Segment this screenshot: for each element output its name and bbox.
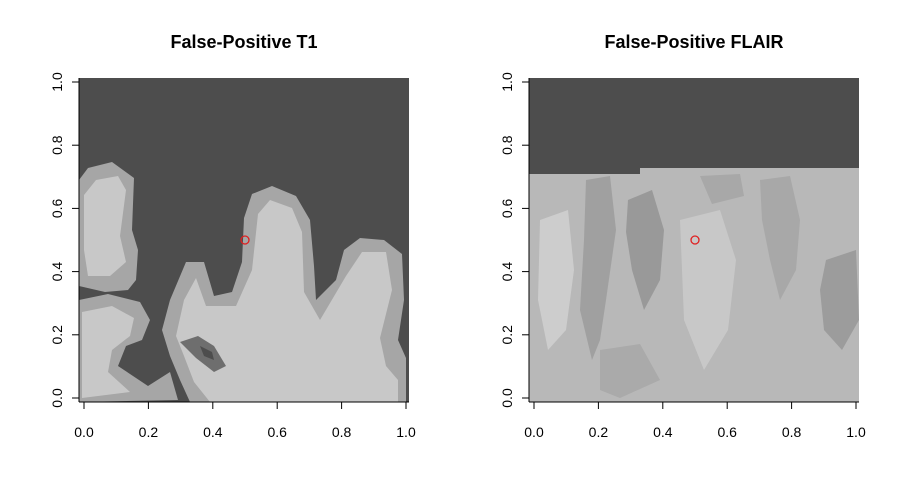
x-tick-label: 0.0: [524, 424, 544, 440]
x-tick-label: 0.0: [74, 424, 94, 440]
x-tick-label: 0.2: [589, 424, 609, 440]
flair-texture-1: [580, 176, 616, 360]
flair-texture-2: [626, 190, 664, 310]
panel-title-t1: False-Positive T1: [170, 32, 317, 52]
y-tick-label: 1.0: [499, 72, 515, 92]
flair-texture-7: [700, 174, 744, 204]
y-tick-label: 0.8: [499, 135, 515, 155]
flair-texture-5: [538, 210, 574, 350]
y-tick-label: 0.4: [49, 262, 65, 282]
t1-tissue-lower-left-inner: [82, 306, 134, 398]
panel-flair: False-Positive FLAIR 0.00.20.40.60.81.0 …: [499, 32, 866, 440]
flair-y-ticks: 0.0 0.2 0.4 0.6 0.8 1.0: [499, 72, 529, 408]
flair-texture-6: [680, 210, 736, 370]
y-tick-label: 1.0: [49, 72, 65, 92]
t1-sulcus-dark: [200, 346, 214, 360]
t1-tissue-central-inner: [176, 200, 398, 402]
flair-texture-3: [760, 176, 800, 300]
x-tick-label: 0.8: [332, 424, 352, 440]
y-tick-label: 0.0: [49, 388, 65, 408]
x-tick-label: 0.6: [717, 424, 737, 440]
t1-tissue-left-gyrus-inner: [84, 176, 126, 276]
flair-marker: [690, 235, 700, 245]
x-tick-label: 0.2: [139, 424, 159, 440]
x-tick-label: 0.6: [267, 424, 287, 440]
t1-marker: [240, 235, 250, 245]
t1-x-ticks: 0.0 0.2 0.4 0.6 0.8 1.0: [74, 402, 416, 440]
t1-y-ticks: 0.0 0.2 0.4 0.6 0.8 1.0: [49, 72, 79, 408]
y-tick-label: 0.0: [499, 388, 515, 408]
x-tick-label: 1.0: [846, 424, 866, 440]
flair-texture-8: [600, 344, 660, 398]
y-tick-label: 0.8: [49, 135, 65, 155]
panel-t1: False-Positive T1 0.0 0.2 0.4 0.6 0.8 1.0 0.0…: [49, 32, 416, 440]
x-tick-label: 0.4: [203, 424, 223, 440]
x-tick-label: 0.8: [782, 424, 802, 440]
y-tick-label: 0.6: [49, 198, 65, 218]
flair-texture-4: [820, 250, 859, 350]
t1-sulcus-detail: [180, 336, 226, 372]
panel-title-flair: False-Positive FLAIR: [604, 32, 783, 52]
flair-x-ticks: 0.0 0.2 0.4 0.6 0.8 1.0: [524, 402, 866, 440]
x-tick-label: 1.0: [396, 424, 416, 440]
y-tick-label: 0.4: [499, 262, 515, 282]
y-tick-label: 0.2: [49, 325, 65, 345]
y-tick-label: 0.6: [499, 198, 515, 218]
y-tick-label: 0.2: [499, 325, 515, 345]
flair-image: [529, 78, 859, 402]
t1-image: [79, 78, 409, 402]
x-tick-label: 0.4: [653, 424, 673, 440]
